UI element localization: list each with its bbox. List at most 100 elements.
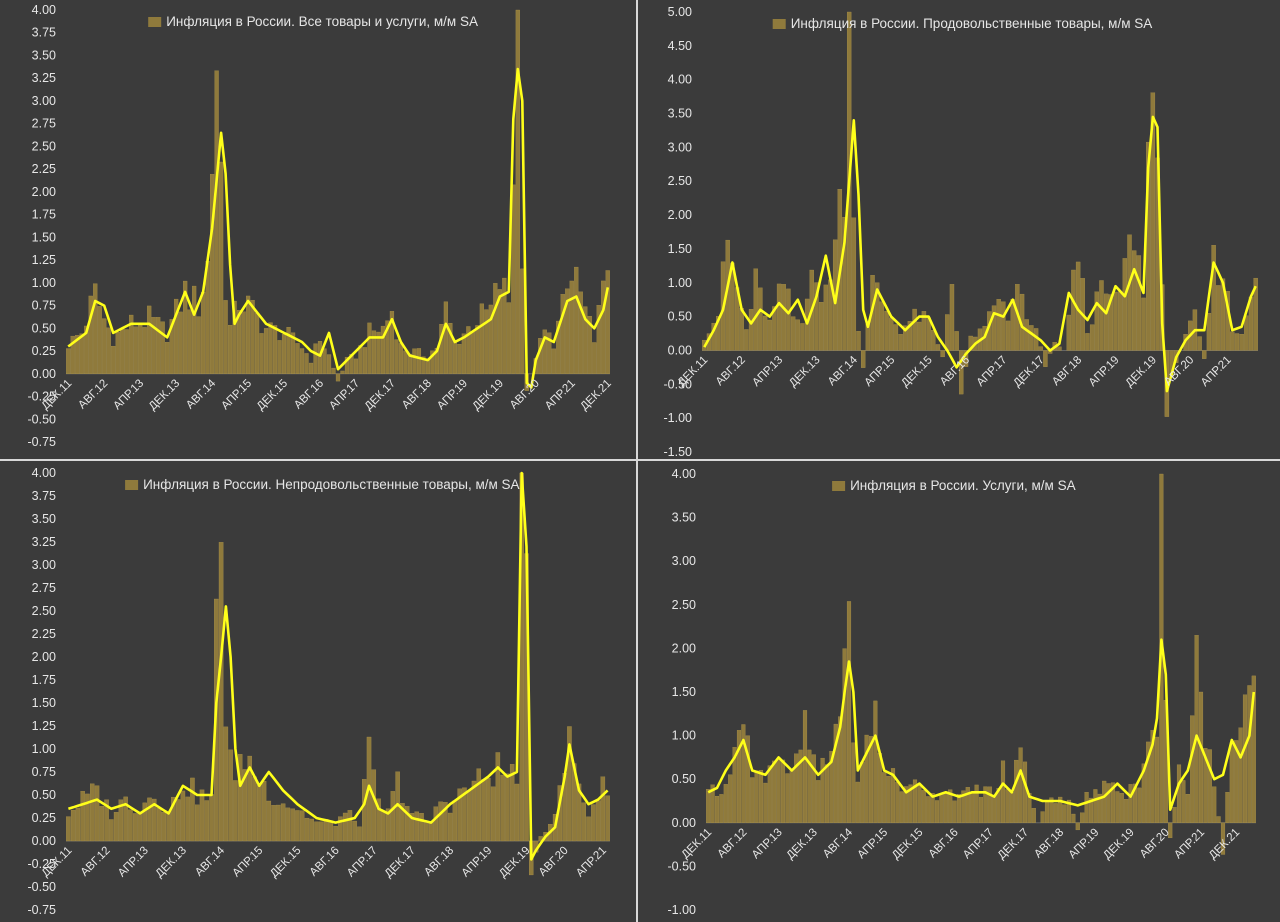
bar (66, 348, 71, 374)
bar (795, 319, 800, 351)
bar (385, 320, 390, 374)
bar (481, 779, 486, 842)
bar (907, 321, 913, 351)
x-axis: ДЕК.11 АВГ.12 АПР.13 ДЕК.13 АВГ.14 АПР.15 ДЕК.… (40, 844, 609, 880)
bar (353, 358, 359, 374)
bar (276, 804, 281, 842)
bar (1000, 760, 1006, 823)
bar (425, 359, 431, 374)
bar (218, 542, 224, 842)
bar (776, 758, 781, 823)
bar (180, 790, 186, 842)
x-tick-label: ДЕК.17 (996, 826, 1031, 861)
bar (233, 780, 238, 842)
bar (1124, 799, 1129, 823)
bar (912, 779, 918, 823)
x-tick-label: ДЕК.17 (383, 845, 418, 880)
bar (323, 819, 329, 842)
x-tick-label: АВГ.12 (714, 354, 748, 388)
bar (295, 810, 300, 842)
y-tick-label: 3.50 (32, 512, 56, 526)
bar (286, 327, 291, 374)
bar (961, 790, 966, 823)
bar (710, 784, 715, 823)
bar (542, 329, 547, 374)
bar (424, 821, 429, 842)
x-tick-label: АПР.21 (543, 377, 578, 412)
bar (780, 759, 786, 823)
bar (228, 324, 233, 374)
y-tick-label: 2.25 (32, 162, 56, 176)
y-tick-label: 1.50 (668, 242, 692, 256)
bar (120, 328, 125, 374)
bar (547, 332, 552, 374)
y-tick-label: 3.50 (672, 511, 696, 525)
bar (1085, 333, 1090, 351)
bar (1049, 797, 1054, 823)
x-tick-label: АПР.13 (750, 826, 785, 861)
bar (898, 334, 903, 351)
bar (268, 322, 273, 374)
bar (241, 311, 246, 374)
bar (271, 805, 276, 842)
bar (851, 217, 857, 351)
bar (781, 284, 786, 351)
bar (943, 791, 948, 823)
bar (800, 323, 805, 351)
y-tick-label: 3.50 (32, 48, 56, 62)
bar (600, 776, 606, 842)
bar (1094, 291, 1099, 351)
bar (1057, 346, 1062, 351)
bar (846, 601, 852, 823)
bar (556, 320, 561, 374)
bar (1106, 783, 1111, 823)
chart-panel-all-goods-services: 4.00 3.75 3.50 3.25 3.00 2.75 2.50 2.25 2.00 1.75… (0, 0, 636, 459)
bar (99, 806, 105, 842)
bar (1216, 285, 1221, 351)
legend-swatch (148, 17, 162, 27)
bar (605, 270, 610, 374)
x-tick-label: АВГ.18 (1050, 354, 1084, 388)
bar (452, 339, 457, 374)
bar (319, 821, 324, 842)
bar (113, 812, 119, 842)
bar (1220, 278, 1226, 351)
bar (70, 809, 76, 842)
smoothed-line (703, 115, 1257, 393)
bar (488, 304, 493, 374)
bar (400, 803, 405, 842)
x-tick-label: ДЕК.15 (268, 845, 303, 880)
bar (209, 794, 214, 842)
bar (443, 301, 448, 374)
x-tick-label: АПР.13 (750, 354, 785, 389)
bar (569, 280, 574, 374)
y-tick-label: -0.50 (664, 377, 693, 391)
bar (490, 786, 496, 842)
bar (551, 348, 556, 374)
bar (591, 804, 596, 842)
bar (371, 769, 377, 842)
bar (333, 826, 338, 842)
bar (476, 768, 482, 842)
bar (1131, 250, 1137, 351)
y-tick-label: 1.00 (32, 742, 56, 756)
chart-panel-services: 4.00 3.50 3.00 2.50 2.00 1.50 1.00 0.50 0.00 -0.5… (638, 461, 1280, 922)
bar (237, 754, 243, 842)
x-tick-label: АПР.15 (231, 845, 266, 880)
bar (1062, 804, 1067, 823)
bar (204, 800, 210, 842)
y-tick-label: 0.75 (32, 765, 56, 779)
bar (601, 280, 606, 374)
y-tick-label: 0.75 (32, 299, 56, 313)
bar (1146, 741, 1151, 823)
y-tick-label: 3.50 (668, 107, 692, 121)
bar (466, 326, 471, 374)
bar (732, 747, 737, 823)
x-tick-label: АВГ.16 (927, 826, 961, 860)
bar (763, 782, 768, 823)
bar (290, 332, 296, 374)
x-tick-label: ДЕК.15 (890, 826, 925, 861)
x-tick-label: АПР.19 (435, 377, 470, 412)
x-tick-label: ДЕК.13 (787, 354, 822, 389)
y-tick-label: 0.50 (32, 788, 56, 802)
